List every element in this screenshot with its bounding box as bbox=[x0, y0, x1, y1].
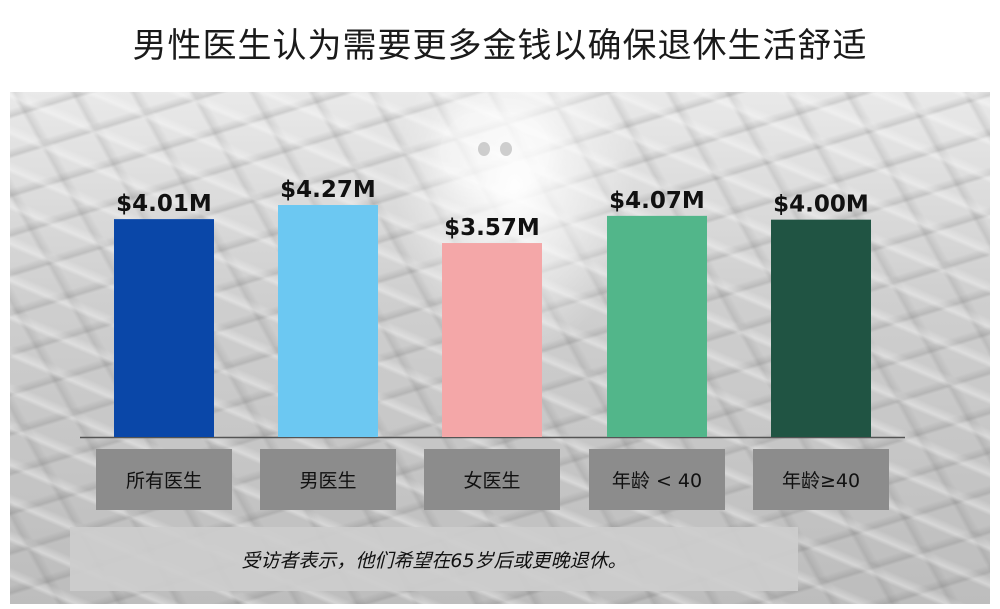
pig-nostril-left bbox=[478, 142, 490, 156]
footnote: 受访者表示，他们希望在65岁后或更晚退休。 bbox=[70, 527, 798, 591]
category-label-4: 年龄≥40 bbox=[753, 449, 889, 510]
bar-3 bbox=[607, 215, 707, 437]
bar-2 bbox=[442, 243, 542, 437]
category-label-2: 女医生 bbox=[424, 449, 560, 510]
data-label-0: $4.01M bbox=[116, 191, 212, 217]
bar-4 bbox=[771, 219, 871, 437]
category-label-1: 男医生 bbox=[260, 449, 396, 510]
data-label-4: $4.00M bbox=[773, 192, 869, 218]
chart-title: 男性医生认为需要更多金钱以确保退休生活舒适 bbox=[132, 26, 868, 66]
bar-1 bbox=[278, 205, 378, 437]
data-label-3: $4.07M bbox=[609, 188, 705, 214]
bar-0 bbox=[114, 219, 214, 437]
category-label-3: 年龄 < 40 bbox=[589, 449, 725, 510]
piggy-bank-image bbox=[440, 112, 550, 190]
pig-nostril-right bbox=[500, 142, 512, 156]
data-label-2: $3.57M bbox=[444, 215, 540, 241]
category-label-0: 所有医生 bbox=[96, 449, 232, 510]
data-label-1: $4.27M bbox=[280, 177, 376, 203]
